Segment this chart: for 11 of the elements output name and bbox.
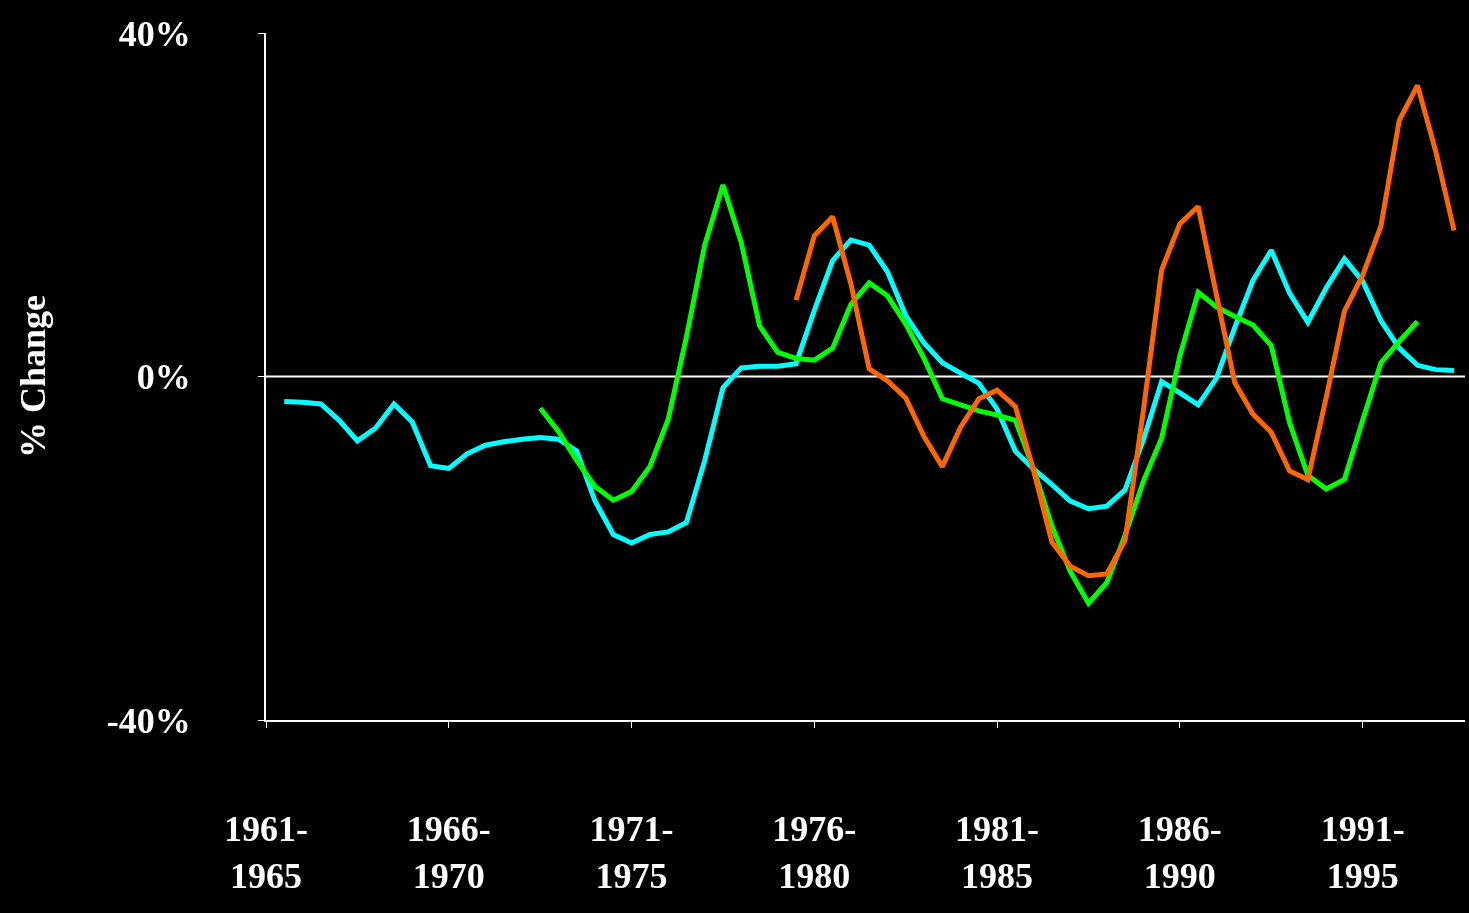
x-tick-label: 1986- 1990 <box>1137 809 1222 896</box>
x-tick-label: 1961- 1965 <box>224 809 308 896</box>
y-tick-label: 40% <box>118 13 191 54</box>
x-tick-label: 1971- 1975 <box>589 809 674 896</box>
x-tick-label: 1976- 1980 <box>772 809 857 896</box>
y-axis-title: % Change <box>13 294 54 459</box>
x-tick-label: 1966- 1970 <box>406 809 491 896</box>
y-tick-label: -40% <box>106 700 191 741</box>
x-tick-label: 1981- 1985 <box>955 809 1040 896</box>
y-tick-label: 0% <box>136 357 191 398</box>
x-tick-label: 1991- 1995 <box>1320 809 1405 896</box>
